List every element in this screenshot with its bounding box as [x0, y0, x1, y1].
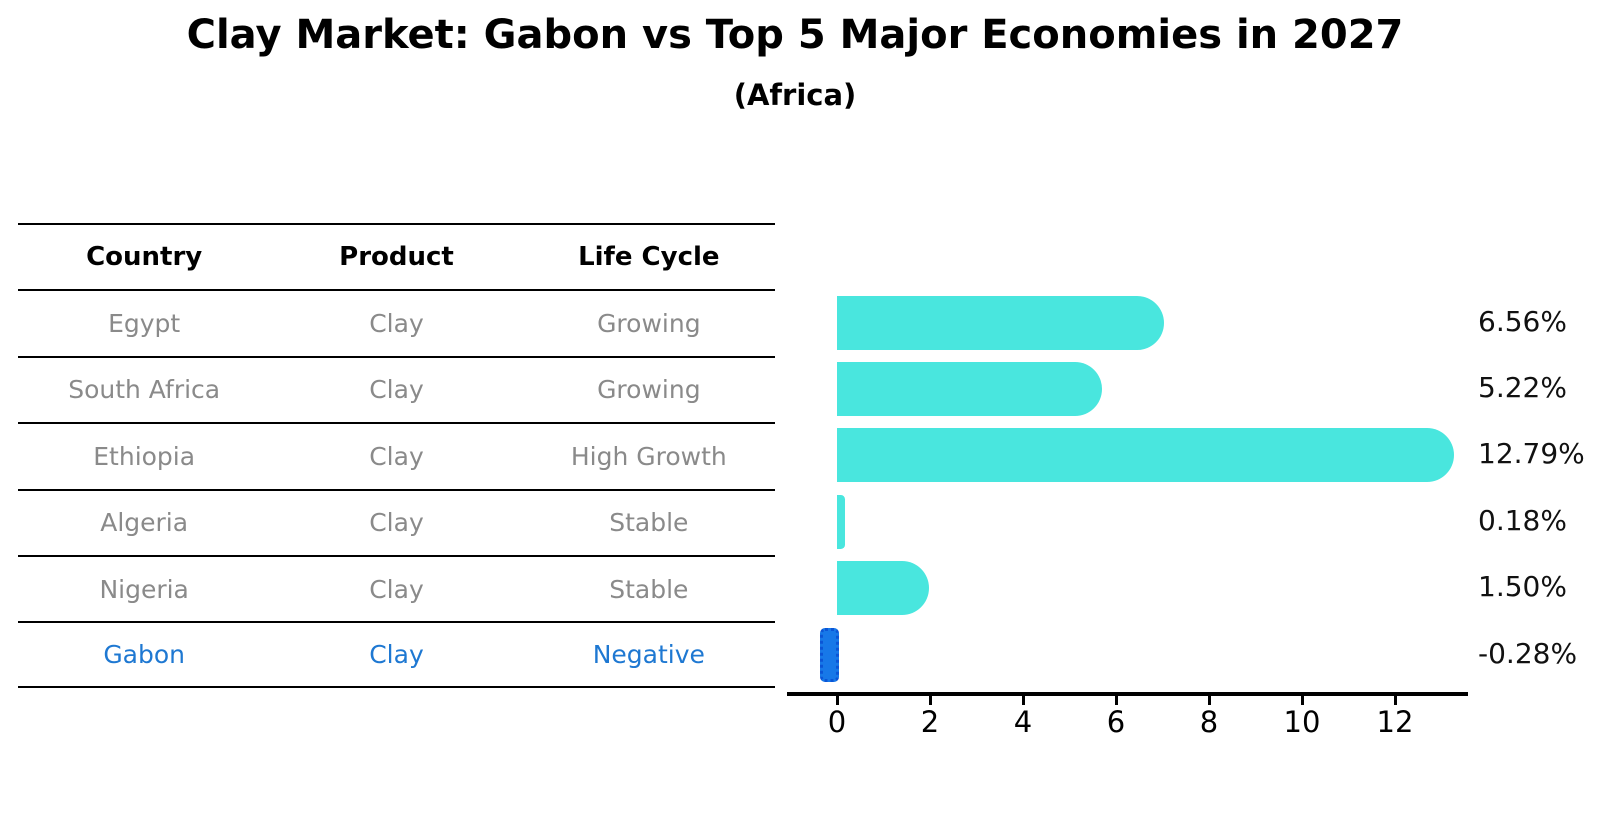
bar-algeria [837, 494, 846, 549]
table-row: South Africa Clay Growing [18, 355, 775, 422]
bar-egypt [837, 295, 1165, 350]
x-tick-mark [928, 696, 932, 705]
x-tick-label: 10 [1283, 705, 1321, 739]
table-cell-product: Clay [369, 640, 424, 670]
column-header: Life Cycle [578, 242, 720, 273]
table-cell-life-cycle: Negative [592, 640, 705, 670]
table-row: Ethiopia Clay High Growth [18, 422, 775, 488]
x-tick-label: 8 [1199, 705, 1219, 739]
table-row: Egypt Clay Growing [18, 289, 775, 355]
table-cell-product: Clay [369, 309, 424, 339]
table-row: Gabon Clay Negative [18, 621, 775, 688]
table-header-row: Country Product Life Cycle [18, 223, 775, 289]
column-header: Country [86, 242, 203, 273]
x-tick-mark [1300, 696, 1304, 705]
table-cell-product: Clay [369, 375, 424, 405]
x-tick-mark [835, 696, 839, 705]
table-cell-life-cycle: Growing [597, 309, 701, 339]
value-label: 1.50% [1478, 570, 1567, 604]
value-label: 6.56% [1478, 304, 1567, 338]
table-cell-life-cycle: Stable [609, 574, 689, 604]
table-cell-product: Clay [369, 508, 424, 538]
table-cell-life-cycle: High Growth [570, 441, 727, 471]
value-label: 5.22% [1478, 371, 1567, 404]
value-label: 0.18% [1478, 503, 1567, 537]
x-tick-label: 4 [1013, 705, 1033, 739]
x-tick-mark [1021, 696, 1025, 705]
x-tick-label: 12 [1376, 705, 1414, 739]
x-tick-mark [1393, 696, 1397, 705]
table-cell-country: Gabon [103, 640, 186, 670]
x-tick-mark [1207, 696, 1211, 705]
table-row: Nigeria Clay Stable [18, 554, 775, 621]
value-label: -0.28% [1478, 636, 1578, 670]
chart-subtitle: (Africa) [733, 78, 857, 112]
bar-nigeria [837, 561, 929, 616]
value-label: 12.79% [1478, 437, 1585, 471]
x-axis-line [787, 692, 1468, 696]
column-header: Product [339, 242, 454, 273]
x-tick-label: 6 [1106, 705, 1126, 739]
table-cell-product: Clay [369, 574, 424, 604]
table-cell-country: Nigeria [99, 574, 189, 604]
bar-south-africa [837, 362, 1102, 416]
table-cell-country: South Africa [68, 375, 221, 405]
table-row: Algeria Clay Stable [18, 488, 775, 555]
x-tick-mark [1114, 696, 1118, 705]
table-cell-country: Egypt [108, 309, 181, 339]
bar-ethiopia [837, 428, 1454, 483]
x-tick-label: 2 [920, 705, 940, 739]
country-table: Country Product Life Cycle Egypt Clay Growing… [18, 223, 775, 688]
table-cell-life-cycle: Stable [609, 508, 689, 538]
x-tick-label: 0 [827, 705, 847, 739]
chart-title: Clay Market: Gabon vs Top 5 Major Econom… [186, 12, 1404, 58]
bar-gabon [819, 627, 839, 682]
table-cell-country: Algeria [100, 508, 189, 538]
table-cell-product: Clay [369, 441, 424, 471]
table-cell-life-cycle: Growing [597, 375, 701, 405]
table-cell-country: Ethiopia [93, 441, 196, 471]
